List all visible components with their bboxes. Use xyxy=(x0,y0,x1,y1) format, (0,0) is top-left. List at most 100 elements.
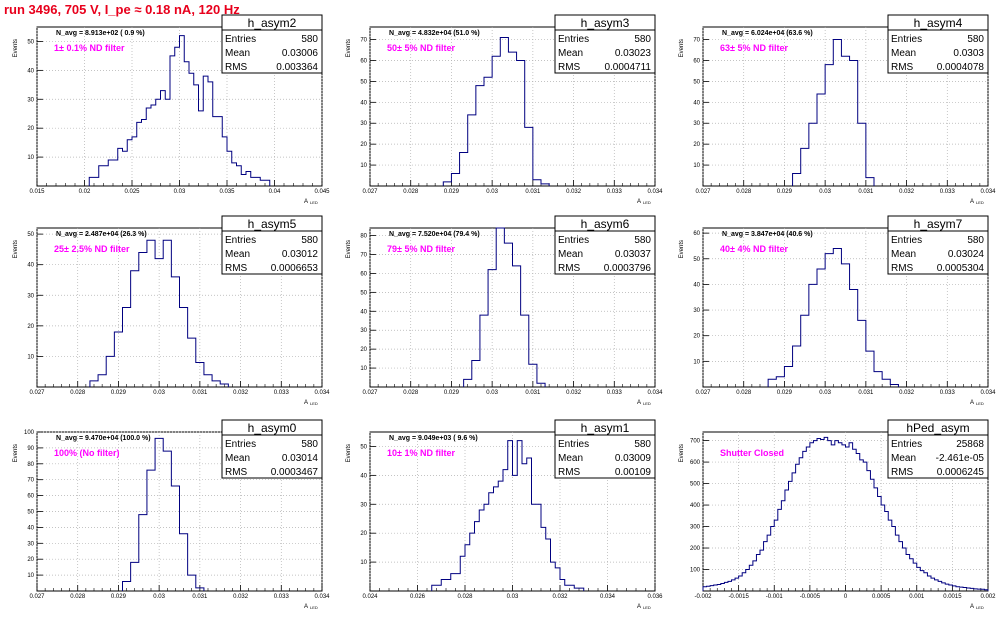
histogram-name: h_asym5 xyxy=(248,217,297,231)
stat-rms: 0.0003467 xyxy=(271,467,319,478)
y-tick-label: 90 xyxy=(27,446,34,452)
y-tick-label: 10 xyxy=(27,354,34,360)
x-tick-label: 0.001 xyxy=(909,594,925,600)
stat-label-mean: Mean xyxy=(225,48,250,59)
y-tick-label: 400 xyxy=(690,503,701,509)
filter-label: 50± 5% ND filter xyxy=(387,43,455,53)
stat-label-mean: Mean xyxy=(225,249,250,260)
x-tick-label: 0.031 xyxy=(858,189,874,195)
x-tick-label: 0.03 xyxy=(507,594,519,600)
x-tick-label: 0.03 xyxy=(486,390,498,396)
stat-entries: 580 xyxy=(634,235,651,246)
y-tick-label: 300 xyxy=(690,525,701,531)
y-axis-label: Events xyxy=(13,240,19,258)
x-axis-label: A xyxy=(304,400,308,406)
navg-label: N_avg = 3.847e+04 (40.6 %) xyxy=(722,231,813,238)
histogram-series xyxy=(463,227,546,387)
x-tick-label: 0.027 xyxy=(29,594,45,600)
x-axis-label: A xyxy=(970,604,974,610)
x-tick-label: 0.033 xyxy=(274,390,290,396)
x-axis-label: A xyxy=(970,199,974,205)
stat-rms: 0.0003796 xyxy=(604,263,652,274)
stats-box-frame xyxy=(554,215,656,275)
stats-box: h_asym3 Entries 580 Mean 0.03023 RMS 0.0004711 xyxy=(554,14,656,74)
stat-rms: 0.003364 xyxy=(276,62,318,73)
y-tick-label: 30 xyxy=(693,121,700,127)
stat-rms: 0.0004711 xyxy=(604,62,651,73)
y-tick-label: 20 xyxy=(27,324,34,330)
stat-label-mean: Mean xyxy=(558,48,583,59)
y-axis-label: Events xyxy=(13,444,19,462)
x-tick-label: -0.0005 xyxy=(800,594,821,600)
filter-label: Shutter Closed xyxy=(720,448,784,458)
x-tick-label: 0.029 xyxy=(111,594,127,600)
x-tick-label: 0.028 xyxy=(457,594,473,600)
y-tick-label: 60 xyxy=(693,58,700,64)
stat-mean: -2.461e-05 xyxy=(936,453,985,464)
y-tick-label: 30 xyxy=(360,121,367,127)
y-tick-label: 50 xyxy=(27,510,34,516)
stat-label-rms: RMS xyxy=(891,62,914,73)
histogram-name: h_asym3 xyxy=(581,16,630,30)
y-tick-label: 40 xyxy=(360,473,367,479)
y-tick-label: 60 xyxy=(27,494,34,500)
y-tick-label: 50 xyxy=(693,257,700,263)
x-tick-label: 0.034 xyxy=(980,390,996,396)
y-tick-label: 70 xyxy=(360,38,367,44)
x-tick-label: 0.029 xyxy=(777,189,793,195)
x-tick-label: 0.03 xyxy=(153,594,165,600)
y-tick-label: 80 xyxy=(360,234,367,240)
stat-rms: 0.0006245 xyxy=(937,467,985,478)
x-tick-label: 0.032 xyxy=(552,594,568,600)
y-axis-label: Events xyxy=(346,444,352,462)
y-tick-label: 20 xyxy=(693,142,700,148)
x-axis-label-subscript: LED xyxy=(643,401,651,406)
filter-label: 79± 5% ND filter xyxy=(387,244,455,254)
stat-label-rms: RMS xyxy=(558,263,581,274)
navg-label: N_avg = 6.024e+04 (63.6 %) xyxy=(722,30,813,37)
y-tick-label: 50 xyxy=(360,79,367,85)
x-tick-label: 0.031 xyxy=(525,189,541,195)
x-axis-label: A xyxy=(637,400,641,406)
x-tick-label: 0.0015 xyxy=(943,594,962,600)
x-tick-label: 0.033 xyxy=(940,390,956,396)
y-tick-label: 600 xyxy=(690,460,701,466)
stats-box: h_asym2 Entries 580 Mean 0.03006 RMS 0.003364 xyxy=(221,14,323,74)
stats-box-frame xyxy=(554,14,656,74)
y-tick-label: 50 xyxy=(360,290,367,296)
x-tick-label: 0.032 xyxy=(233,390,249,396)
stat-mean: 0.03023 xyxy=(615,48,652,59)
stat-label-rms: RMS xyxy=(891,467,914,478)
stat-rms: 0.0006653 xyxy=(271,263,319,274)
navg-label: N_avg = 9.470e+04 (100.0 %) xyxy=(56,435,151,442)
x-tick-label: 0.033 xyxy=(274,594,290,600)
navg-label: N_avg = 7.520e+04 (79.4 %) xyxy=(389,231,480,238)
filter-label: 40± 4% ND filter xyxy=(720,244,788,254)
x-tick-label: 0.028 xyxy=(403,189,419,195)
x-tick-label: 0.03 xyxy=(174,189,186,195)
stat-mean: 0.03012 xyxy=(282,249,319,260)
y-tick-label: 30 xyxy=(360,502,367,508)
y-tick-label: 30 xyxy=(27,541,34,547)
x-tick-label: 0.034 xyxy=(314,390,330,396)
stat-label-entries: Entries xyxy=(225,235,256,246)
x-tick-label: 0.028 xyxy=(403,390,419,396)
x-tick-label: 0.027 xyxy=(695,390,711,396)
y-axis-label: Events xyxy=(679,240,685,258)
y-tick-label: 20 xyxy=(360,531,367,537)
y-tick-label: 30 xyxy=(27,293,34,299)
x-tick-label: 0.029 xyxy=(444,189,460,195)
stats-box-frame xyxy=(221,419,323,479)
stat-label-mean: Mean xyxy=(891,453,916,464)
histogram-series xyxy=(122,437,205,591)
navg-label: N_avg = 9.049e+03 ( 9.6 %) xyxy=(389,435,478,442)
y-tick-label: 20 xyxy=(27,557,34,563)
stats-box: hPed_asym Entries 25868 Mean -2.461e-05 RMS 0.… xyxy=(887,419,989,479)
filter-label: 10± 1% ND filter xyxy=(387,448,455,458)
stat-label-rms: RMS xyxy=(225,62,248,73)
y-tick-label: 50 xyxy=(27,232,34,238)
x-tick-label: 0.032 xyxy=(566,390,582,396)
stats-box: h_asym1 Entries 580 Mean 0.03009 RMS 0.00109 xyxy=(554,419,656,479)
x-tick-label: 0.015 xyxy=(29,189,45,195)
